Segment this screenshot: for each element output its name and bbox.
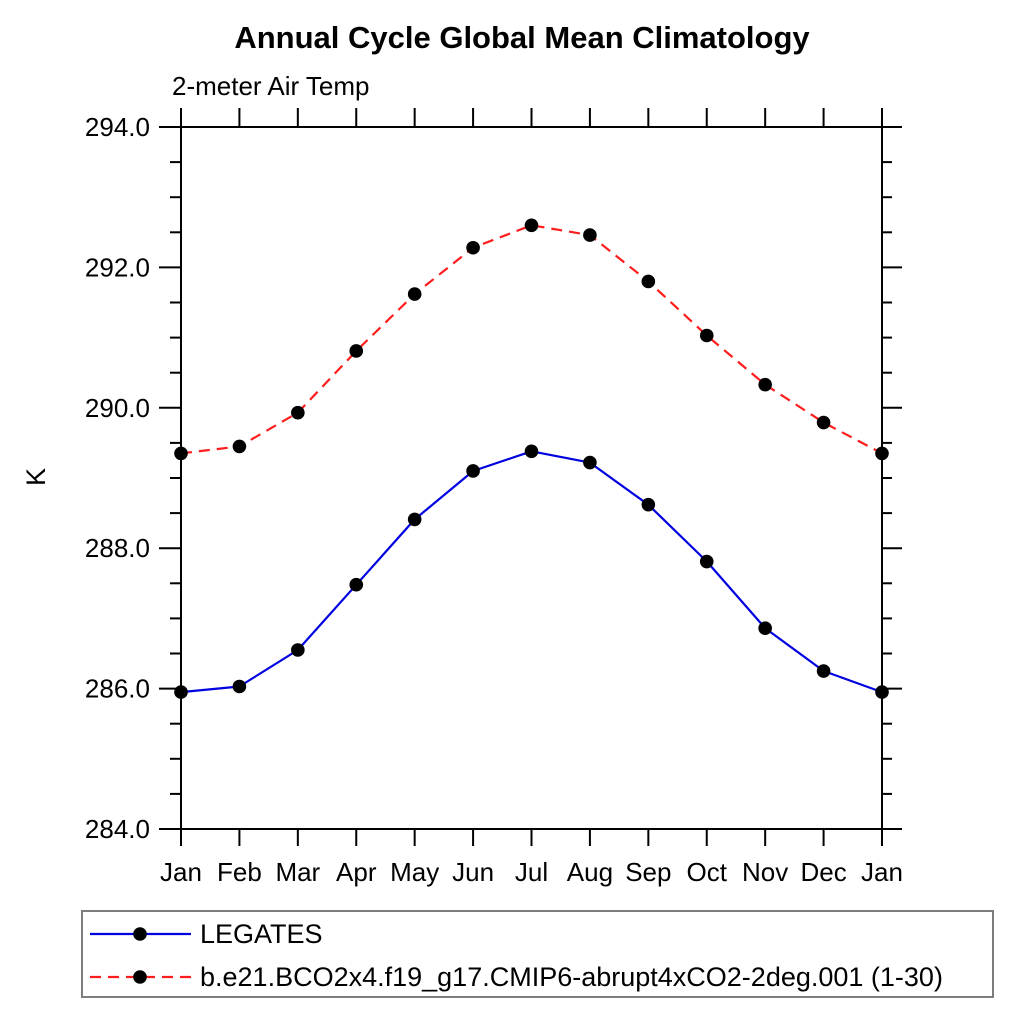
legend-line-sample-solid-blue [90, 927, 191, 941]
data-point-marker [232, 679, 247, 694]
series-line-0 [180, 450, 883, 694]
data-point-marker [583, 455, 597, 470]
data-point-marker [407, 512, 422, 527]
data-point-marker [816, 415, 831, 430]
series-line-1 [180, 224, 883, 455]
legend-line-sample-dashed-red [90, 970, 191, 984]
data-point-marker [174, 446, 188, 461]
data-point-marker [349, 577, 364, 592]
legend-row-legates: LEGATES [87, 918, 323, 949]
x-tick-label: Jun [452, 857, 494, 887]
x-tick-label: Dec [800, 857, 846, 887]
legend-box: LEGATES b.e21.BCO2x4.f19_g17.CMIP6-abrup… [81, 910, 994, 998]
data-point-marker [524, 218, 539, 233]
data-point-marker [699, 328, 714, 343]
legend-label-legates: LEGATES [200, 918, 323, 949]
y-tick-label: 292.0 [85, 252, 150, 282]
legend-label-model: b.e21.BCO2x4.f19_g17.CMIP6-abrupt4xCO2-2… [200, 961, 943, 992]
axis-frame [180, 126, 883, 830]
x-tick-label: Nov [742, 857, 788, 887]
x-tick-label: Aug [567, 857, 613, 887]
legend-marker-dot [133, 927, 147, 941]
data-point-marker [699, 554, 714, 569]
x-tick-label: Jan [160, 857, 202, 887]
y-tick-label: 286.0 [85, 674, 150, 704]
data-point-marker [816, 664, 831, 678]
series-markers-1 [174, 218, 889, 461]
data-point-marker [758, 377, 772, 392]
x-tick-label: Jul [515, 857, 548, 887]
x-tick-label: Oct [687, 857, 728, 887]
data-point-marker [875, 446, 889, 461]
data-point-marker [758, 621, 772, 636]
x-axis-ticks [180, 108, 883, 846]
x-tick-label: Sep [625, 857, 671, 887]
y-axis-ticks [159, 126, 902, 830]
data-point-marker [875, 685, 889, 699]
y-axis-label: K [21, 468, 51, 486]
data-point-marker [583, 228, 597, 242]
data-point-marker [641, 274, 656, 289]
data-point-marker [466, 240, 480, 255]
x-tick-label: Feb [217, 857, 262, 887]
y-tick-label: 294.0 [85, 112, 150, 142]
legend-marker-dot [133, 970, 147, 984]
y-tick-label: 288.0 [85, 533, 150, 563]
x-tick-label: May [390, 857, 439, 887]
chart-subtitle: 2-meter Air Temp [172, 71, 370, 101]
data-point-marker [641, 497, 656, 512]
x-tick-label: Jan [861, 857, 903, 887]
data-point-marker [524, 444, 539, 459]
data-point-marker [291, 643, 305, 657]
y-tick-label: 284.0 [85, 814, 150, 844]
x-tick-label: Mar [275, 857, 320, 887]
data-point-marker [291, 405, 305, 420]
legend-row-model: b.e21.BCO2x4.f19_g17.CMIP6-abrupt4xCO2-2… [87, 961, 943, 992]
data-point-marker [466, 464, 480, 478]
series-markers-0 [174, 444, 889, 699]
data-point-marker [407, 287, 422, 301]
data-point-marker [232, 439, 247, 454]
data-point-marker [174, 685, 188, 699]
data-point-marker [349, 344, 364, 358]
page-title: Annual Cycle Global Mean Climatology [234, 20, 810, 55]
x-tick-label: Apr [336, 857, 377, 887]
y-tick-label: 290.0 [85, 393, 150, 423]
